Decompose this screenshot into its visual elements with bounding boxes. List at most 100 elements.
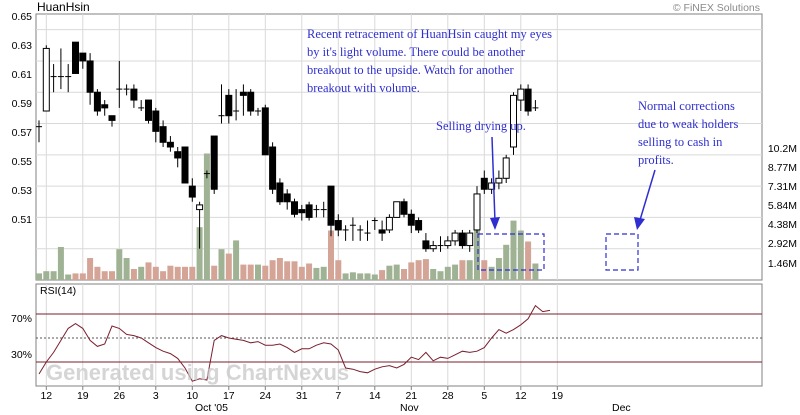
volume-bar xyxy=(203,153,210,280)
volume-bar xyxy=(145,262,152,280)
x-tick-label: 19 xyxy=(551,390,563,402)
annotation-line: selling to cash in xyxy=(638,135,723,149)
selling-highlight-box xyxy=(477,233,545,271)
annotation-line: Selling drying up. xyxy=(436,119,526,133)
candle-body xyxy=(510,94,517,148)
volume-bar xyxy=(408,262,415,280)
annotation-line: profits. xyxy=(638,153,674,167)
price-panel xyxy=(35,13,763,281)
volume-bar xyxy=(510,220,517,280)
volume-bar xyxy=(430,269,437,280)
candle-body xyxy=(174,151,182,159)
volume-bar xyxy=(437,271,444,280)
candle-body xyxy=(524,88,532,112)
volume-bar xyxy=(276,258,283,280)
volume-bar xyxy=(50,271,57,280)
volume-bar xyxy=(152,266,159,280)
volume-bar xyxy=(349,272,356,280)
selling-arrow-head xyxy=(490,217,500,230)
volume-bar xyxy=(335,260,342,280)
month-label-nov: Nov xyxy=(400,402,419,414)
candle-body xyxy=(166,141,174,148)
candle-body xyxy=(181,146,189,184)
volume-bar xyxy=(342,273,349,280)
volume-bar xyxy=(444,266,451,280)
volume-bar xyxy=(72,273,79,280)
candle-body xyxy=(473,193,481,231)
candle-body xyxy=(276,182,284,203)
candle-body xyxy=(429,245,437,250)
annotation-line: by it's light volume. There could be ano… xyxy=(307,45,526,59)
candle-body xyxy=(495,177,503,184)
annotation-line: breakout to the upside. Watch for anothe… xyxy=(307,63,515,77)
volume-bar xyxy=(87,258,94,280)
volume-bar xyxy=(160,271,167,280)
price-tick: 0.55 xyxy=(12,156,33,168)
candle-body xyxy=(86,60,94,93)
volume-bar xyxy=(174,266,181,280)
volume-bar xyxy=(138,266,145,280)
candle-body xyxy=(239,91,247,96)
volume-bar xyxy=(123,258,130,280)
volume-tick: 2.92M xyxy=(768,238,797,250)
volume-bar xyxy=(291,261,298,280)
x-tick-label: 10 xyxy=(186,390,198,402)
candle-body xyxy=(466,232,474,247)
volume-bar xyxy=(247,264,254,280)
volume-bar xyxy=(36,273,42,280)
annotation-corrections: Normal corrections due to weak holders s… xyxy=(638,99,741,167)
candle-body xyxy=(79,52,87,62)
x-tick-label: 26 xyxy=(113,390,125,402)
candle-body xyxy=(72,41,79,74)
candle-body xyxy=(488,182,496,190)
rsi-label: RSI(14) xyxy=(40,285,76,297)
volume-bar xyxy=(196,227,203,280)
rsi-levels xyxy=(36,313,762,363)
price-tick: 0.59 xyxy=(12,98,33,110)
volume-tick: 10.2M xyxy=(768,143,797,155)
candle-body xyxy=(159,126,167,143)
candle-body xyxy=(225,94,233,117)
candle-body xyxy=(130,88,138,101)
candle-body xyxy=(305,204,313,218)
volume-bar xyxy=(422,259,429,280)
volume-bar xyxy=(328,230,334,280)
volume-bar xyxy=(182,266,188,280)
candle-body xyxy=(422,240,430,250)
x-tick-label: 19 xyxy=(77,390,89,402)
month-label-dec: Dec xyxy=(612,402,631,414)
volume-bar xyxy=(532,263,539,280)
candle-body xyxy=(415,220,423,231)
candle-body xyxy=(385,216,393,231)
volume-bar xyxy=(320,266,327,280)
volume-bar xyxy=(284,261,291,280)
volume-bar xyxy=(43,271,50,280)
volume-bar xyxy=(57,247,64,280)
grid xyxy=(36,14,762,386)
candle-body xyxy=(444,240,452,247)
annotation-line: breakout with volume. xyxy=(307,81,420,95)
rsi-line xyxy=(38,304,551,382)
volume-tick: 7.31M xyxy=(768,181,797,193)
candle-body xyxy=(407,213,415,226)
volume-bar xyxy=(233,240,240,280)
volume-bar xyxy=(371,274,378,280)
x-tick-label: 17 xyxy=(223,390,235,402)
volume-bar xyxy=(269,260,276,280)
volume-bar xyxy=(386,265,393,280)
price-tick: 0.61 xyxy=(12,69,33,81)
x-tick-label: 12 xyxy=(515,390,527,402)
volume-bar xyxy=(298,266,305,280)
candle-body xyxy=(42,47,50,112)
candle-body xyxy=(283,193,291,203)
price-tick: 0.53 xyxy=(12,185,33,197)
price-tick: 0.51 xyxy=(12,214,33,226)
volume-bar xyxy=(393,264,400,280)
annotation-selling: Selling drying up. xyxy=(436,119,526,133)
volume-bar xyxy=(401,269,407,280)
candlesticks xyxy=(36,41,539,252)
candle-body xyxy=(261,107,269,156)
price-tick: 0.57 xyxy=(12,127,33,139)
candle-body xyxy=(298,209,306,214)
volume-tick: 4.38M xyxy=(768,219,797,231)
